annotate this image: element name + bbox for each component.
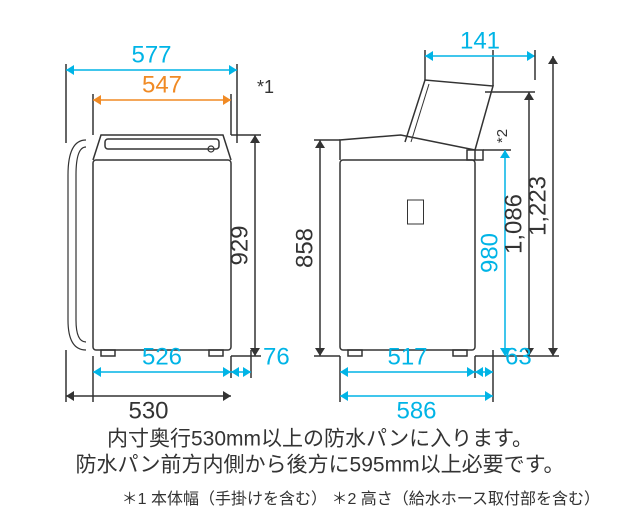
side-height-980: 980: [476, 233, 503, 273]
front-bottom-526: 526: [142, 343, 182, 370]
front-bottom-530: 530: [128, 397, 168, 424]
side-height-1223: 1,223: [524, 176, 551, 236]
front-top-width-577: 577: [131, 41, 171, 68]
side-top-141: 141: [460, 27, 500, 54]
side-height-note: *2: [494, 129, 511, 143]
side-bottom-586: 586: [396, 397, 436, 424]
front-top-width-547: 547: [142, 71, 182, 98]
note-line-1: 内寸奥行530mm以上の防水パンに入ります。: [107, 428, 533, 451]
front-top-note: *1: [257, 77, 274, 97]
footnote: ＊1 本体幅（手掛けを含む） ＊2 高さ（給水ホース取付部を含む）: [122, 490, 600, 508]
side-bottom-517: 517: [387, 343, 427, 370]
side-bottom-63: 63: [505, 343, 532, 370]
note-line-2: 防水パン前方内側から後方に595mm以上必要です。: [76, 454, 565, 477]
side-height-1086: 1,086: [500, 194, 527, 254]
front-bottom-76: 76: [263, 343, 290, 370]
side-height-858: 858: [291, 228, 318, 268]
front-height-929: 929: [226, 225, 253, 265]
